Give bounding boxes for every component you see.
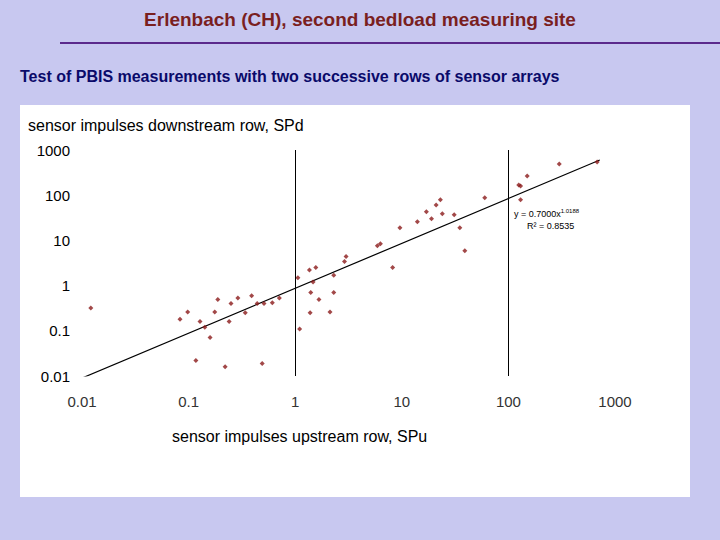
svg-text:100: 100	[45, 187, 70, 204]
svg-text:1000: 1000	[37, 142, 70, 159]
svg-text:0.01: 0.01	[41, 368, 70, 385]
svg-text:0.1: 0.1	[49, 322, 70, 339]
svg-text:100: 100	[496, 393, 521, 410]
svg-text:0.01: 0.01	[67, 393, 96, 410]
svg-text:1000: 1000	[598, 393, 631, 410]
svg-text:sensor impulses upstream row,: sensor impulses upstream row, SPu	[172, 428, 427, 445]
svg-text:y = 0.7000x: y = 0.7000x	[514, 209, 561, 219]
svg-text:1: 1	[291, 393, 299, 410]
svg-text:Test of PBIS measurements with: Test of PBIS measurements with two succe…	[20, 68, 560, 85]
svg-text:1: 1	[62, 277, 70, 294]
svg-text:10: 10	[53, 232, 70, 249]
svg-text:R² = 0.8535: R² = 0.8535	[527, 221, 574, 231]
svg-text:Erlenbach (CH), second bedload: Erlenbach (CH), second bedload measuring…	[144, 9, 576, 30]
svg-text:sensor impulses downstream row: sensor impulses downstream row, SPd	[28, 117, 304, 134]
svg-text:1.0188: 1.0188	[561, 208, 580, 214]
svg-text:10: 10	[393, 393, 410, 410]
svg-text:0.1: 0.1	[178, 393, 199, 410]
